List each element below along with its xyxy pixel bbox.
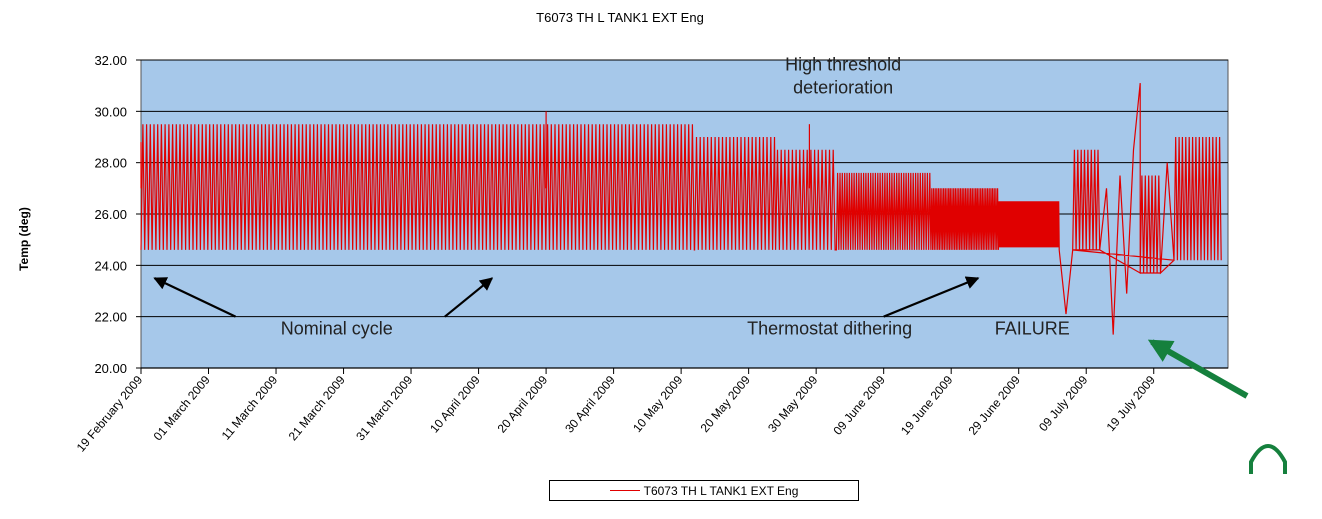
annotation-arrow	[444, 277, 494, 318]
series-line	[140, 83, 1222, 335]
x-tick-label: 19 June 2009	[898, 373, 956, 438]
x-tick-label: 20 April 2009	[495, 373, 551, 436]
y-tick-label: 26.00	[94, 207, 127, 222]
x-tick-label: 09 July 2009	[1036, 373, 1091, 434]
y-tick-label: 30.00	[94, 104, 127, 119]
x-tick-label: 29 June 2009	[966, 373, 1024, 438]
annotation-arrow	[153, 277, 236, 318]
annotation-label: Thermostat dithering	[747, 319, 912, 339]
y-tick-label: 28.00	[94, 156, 127, 171]
x-tick-label: 30 May 2009	[765, 373, 821, 435]
x-tick-label: 10 May 2009	[630, 373, 686, 435]
x-tick-label: 19 February 2009	[74, 373, 146, 455]
failure-arrow	[1147, 339, 1249, 399]
y-tick-label: 32.00	[94, 53, 127, 68]
x-tick-label: 31 March 2009	[353, 373, 415, 444]
y-tick-label: 20.00	[94, 361, 127, 376]
x-tick-label: 09 June 2009	[830, 373, 888, 438]
x-tick-label: 01 March 2009	[151, 373, 213, 444]
legend-label: T6073 TH L TANK1 EXT Eng	[643, 483, 799, 498]
x-tick-label: 10 April 2009	[427, 373, 483, 436]
x-tick-label: 30 April 2009	[562, 373, 618, 436]
annotation-label: Nominal cycle	[281, 319, 393, 339]
x-tick-label: 11 March 2009	[219, 373, 281, 443]
decorative-arc	[1249, 444, 1287, 474]
x-tick-label: 21 March 2009	[286, 373, 348, 444]
y-tick-label: 24.00	[94, 258, 127, 273]
legend-swatch	[609, 490, 640, 491]
annotation-arrow	[883, 276, 980, 318]
x-tick-label: 19 July 2009	[1104, 373, 1159, 434]
legend: T6073 TH L TANK1 EXT Eng	[549, 480, 859, 501]
annotation-label: deterioration	[793, 77, 893, 97]
annotation-label: FAILURE	[995, 319, 1070, 339]
y-tick-label: 22.00	[94, 310, 127, 325]
annotation-label: High threshold	[785, 54, 901, 74]
x-tick-label: 20 May 2009	[698, 373, 754, 435]
chart-title: T6073 TH L TANK1 EXT Eng	[536, 10, 704, 25]
